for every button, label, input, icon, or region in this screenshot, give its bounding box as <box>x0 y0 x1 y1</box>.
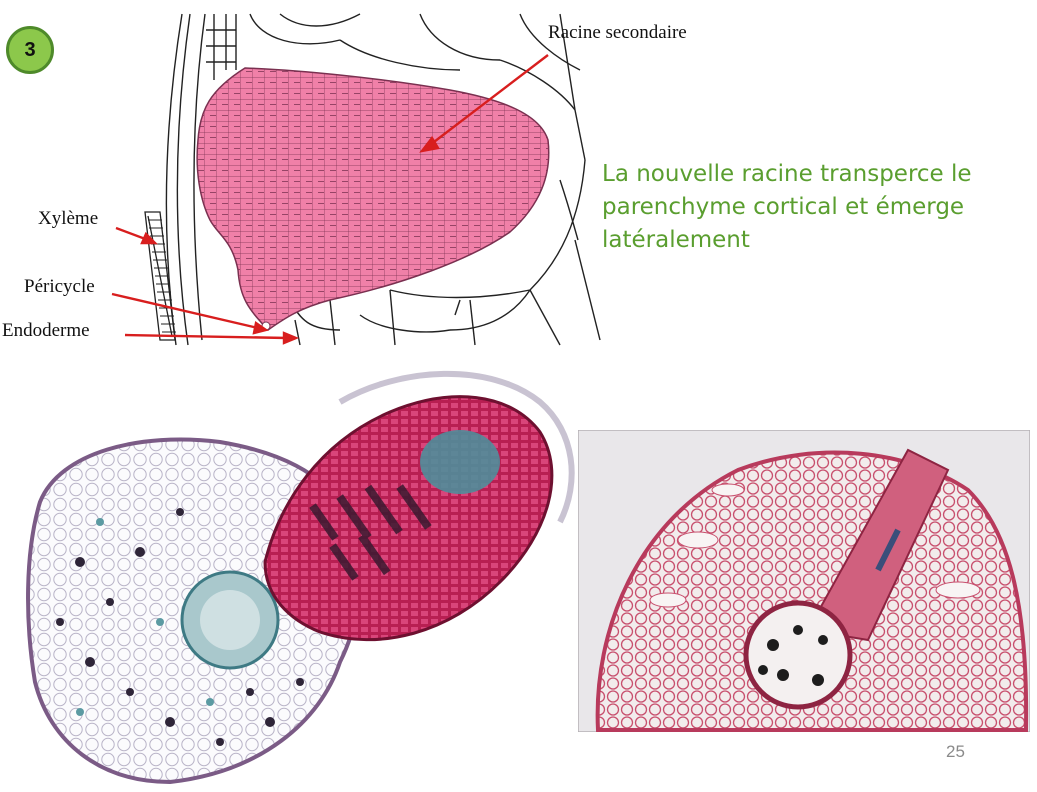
label-xyleme: Xylème <box>38 208 99 229</box>
slide-caption: La nouvelle racine transperce le parench… <box>602 161 972 253</box>
slide-number-badge: 3 <box>6 26 54 74</box>
root-primordium <box>196 67 550 331</box>
page-number: 25 <box>946 742 965 761</box>
micrograph-right <box>578 430 1030 732</box>
label-racine-secondaire: Racine secondaire <box>548 22 687 43</box>
micrograph-left <box>26 370 575 785</box>
label-pericycle: Péricycle <box>24 276 95 297</box>
label-endoderme: Endoderme <box>2 320 90 341</box>
secondary-root-diagram <box>111 13 601 346</box>
